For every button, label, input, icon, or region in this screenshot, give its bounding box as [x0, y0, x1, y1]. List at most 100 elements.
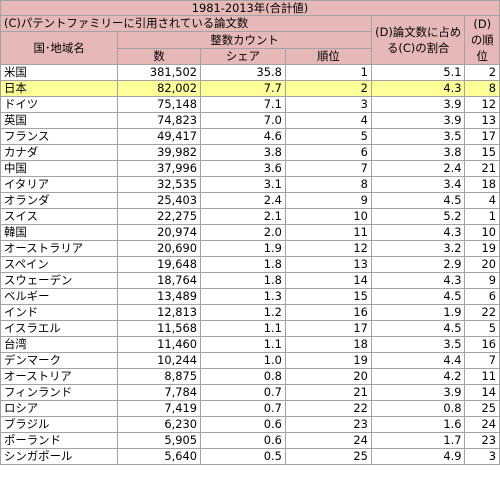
count-cell: 32,535: [117, 176, 201, 193]
share-cell: 1.2: [199, 304, 286, 321]
country-name-cell: ベルギー: [0, 288, 119, 305]
table-row: ベルギー 13,489 1.3 15 4.5 6: [0, 288, 500, 305]
ratio-rank-cell: 2: [464, 64, 500, 81]
country-name-cell: ブラジル: [0, 416, 119, 433]
share-cell: 1.8: [199, 256, 286, 273]
table-row: デンマーク 10,244 1.0 19 4.4 7: [0, 352, 500, 369]
country-name-cell: スウェーデン: [0, 272, 119, 289]
ratio-rank-cell: 6: [464, 288, 500, 305]
ratio-rank-cell: 9: [464, 272, 500, 289]
table-row: 中国 37,996 3.6 7 2.4 21: [0, 160, 500, 177]
table-row: スペイン 19,648 1.8 13 2.9 20: [0, 256, 500, 273]
ratio-rank-cell: 24: [464, 416, 500, 433]
ratio-rank-cell: 7: [464, 352, 500, 369]
share-cell: 3.1: [199, 176, 286, 193]
rank-cell: 9: [284, 192, 372, 209]
count-cell: 75,148: [117, 96, 201, 113]
country-name-cell: ドイツ: [0, 96, 119, 113]
ratio-cell: 3.4: [370, 176, 466, 193]
count-cell: 5,640: [117, 448, 201, 465]
ratio-rank-cell: 15: [464, 144, 500, 161]
country-name-cell: オーストラリア: [0, 240, 119, 257]
ratio-rank-cell: 10: [464, 224, 500, 241]
table-row: ドイツ 75,148 7.1 3 3.9 12: [0, 96, 500, 113]
country-name-cell: 英国: [0, 112, 119, 129]
count-cell: 74,823: [117, 112, 201, 129]
rank-cell: 19: [284, 352, 372, 369]
share-cell: 2.1: [199, 208, 286, 225]
table-row: スイス 22,275 2.1 10 5.2 1: [0, 208, 500, 225]
ratio-cell: 3.5: [370, 128, 466, 145]
rank-cell: 11: [284, 224, 372, 241]
count-cell: 13,489: [117, 288, 201, 305]
country-name-cell: ロシア: [0, 400, 119, 417]
share-cell: 0.8: [199, 368, 286, 385]
rank-cell: 25: [284, 448, 372, 465]
table-row: インド 12,813 1.2 16 1.9 22: [0, 304, 500, 321]
ratio-cell: 3.2: [370, 240, 466, 257]
rank-cell: 8: [284, 176, 372, 193]
country-name-cell: カナダ: [0, 144, 119, 161]
table-row: オーストリア 8,875 0.8 20 4.2 11: [0, 368, 500, 385]
header-share: シェア: [199, 48, 286, 65]
ratio-rank-cell: 23: [464, 432, 500, 449]
ratio-cell: 4.4: [370, 352, 466, 369]
ratio-rank-cell: 3: [464, 448, 500, 465]
country-name-cell: 米国: [0, 64, 119, 81]
ratio-rank-cell: 1: [464, 208, 500, 225]
share-cell: 0.6: [199, 416, 286, 433]
rank-cell: 1: [284, 64, 372, 81]
rank-cell: 17: [284, 320, 372, 337]
rank-cell: 22: [284, 400, 372, 417]
table-row: オランダ 25,403 2.4 9 4.5 4: [0, 192, 500, 209]
rank-cell: 6: [284, 144, 372, 161]
ratio-cell: 1.6: [370, 416, 466, 433]
country-name-cell: スイス: [0, 208, 119, 225]
ratio-cell: 4.2: [370, 368, 466, 385]
share-cell: 0.6: [199, 432, 286, 449]
table-row: 台湾 11,460 1.1 18 3.5 16: [0, 336, 500, 353]
country-name-cell: スペイン: [0, 256, 119, 273]
ratio-cell: 3.9: [370, 96, 466, 113]
country-name-cell: イタリア: [0, 176, 119, 193]
ratio-cell: 4.3: [370, 272, 466, 289]
country-name-cell: ポーランド: [0, 432, 119, 449]
rank-cell: 7: [284, 160, 372, 177]
table-row: ブラジル 6,230 0.6 23 1.6 24: [0, 416, 500, 433]
country-name-cell: イスラエル: [0, 320, 119, 337]
rank-cell: 14: [284, 272, 372, 289]
country-name-cell: デンマーク: [0, 352, 119, 369]
count-cell: 381,502: [117, 64, 201, 81]
ratio-cell: 2.9: [370, 256, 466, 273]
table-row: ポーランド 5,905 0.6 24 1.7 23: [0, 432, 500, 449]
count-cell: 6,230: [117, 416, 201, 433]
country-name-cell: フランス: [0, 128, 119, 145]
rank-cell: 15: [284, 288, 372, 305]
table-row: 韓国 20,974 2.0 11 4.3 10: [0, 224, 500, 241]
ratio-rank-cell: 4: [464, 192, 500, 209]
country-name-cell: オーストリア: [0, 368, 119, 385]
ratio-rank-cell: 5: [464, 320, 500, 337]
table-row: イスラエル 11,568 1.1 17 4.5 5: [0, 320, 500, 337]
count-cell: 10,244: [117, 352, 201, 369]
country-name-cell: インド: [0, 304, 119, 321]
ratio-rank-cell: 25: [464, 400, 500, 417]
ratio-cell: 4.5: [370, 192, 466, 209]
share-cell: 1.3: [199, 288, 286, 305]
ratio-cell: 4.5: [370, 288, 466, 305]
country-name-cell: 中国: [0, 160, 119, 177]
share-cell: 3.8: [199, 144, 286, 161]
rank-cell: 10: [284, 208, 372, 225]
ratio-rank-cell: 18: [464, 176, 500, 193]
share-cell: 0.5: [199, 448, 286, 465]
count-cell: 20,690: [117, 240, 201, 257]
share-cell: 2.4: [199, 192, 286, 209]
share-cell: 3.6: [199, 160, 286, 177]
ratio-rank-cell: 19: [464, 240, 500, 257]
rank-cell: 20: [284, 368, 372, 385]
share-cell: 2.0: [199, 224, 286, 241]
table-row: 英国 74,823 7.0 4 3.9 13: [0, 112, 500, 129]
count-cell: 37,996: [117, 160, 201, 177]
count-cell: 5,905: [117, 432, 201, 449]
